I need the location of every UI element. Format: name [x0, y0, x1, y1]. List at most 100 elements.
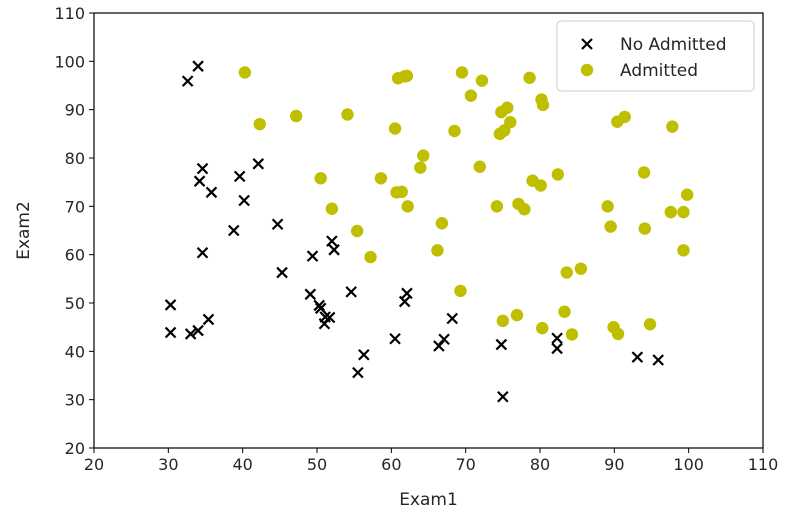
no-admitted-point	[345, 286, 357, 298]
admitted-point	[473, 160, 486, 173]
admitted-point	[490, 200, 504, 213]
y-tick-label: 110	[54, 4, 85, 23]
y-tick-label: 50	[65, 294, 85, 313]
x-tick-label: 40	[232, 455, 252, 474]
no-admitted-point	[323, 311, 336, 324]
plot-frame	[93, 12, 764, 449]
admitted-point	[364, 250, 377, 264]
admitted-point	[431, 244, 444, 257]
no-admitted-point	[352, 366, 364, 379]
no-admitted-point	[192, 324, 204, 337]
admitted-point	[401, 200, 414, 213]
admitted-point	[493, 127, 507, 141]
admitted-point	[677, 205, 690, 219]
no-admitted-point	[398, 295, 411, 308]
no-admitted-point	[433, 340, 445, 352]
admitted-point	[551, 168, 565, 181]
admitted-point	[601, 200, 614, 213]
admitted-point	[464, 89, 478, 102]
no-admitted-point	[205, 186, 218, 199]
admitted-point	[475, 74, 489, 87]
no-admitted-point	[358, 348, 370, 361]
axis-ticks: 20 30 40 50 60 70 80 90 100 110 20 30 40 50 60 70 80 90 10…	[54, 4, 778, 474]
no-admitted-point	[495, 338, 508, 351]
legend-marker-admitted	[580, 63, 594, 77]
admitted-point	[518, 203, 531, 216]
no-admitted-point	[276, 266, 288, 279]
no-admitted-point	[193, 175, 206, 187]
admitted-point	[574, 262, 588, 275]
no-admitted-point	[181, 75, 194, 87]
admitted-point	[618, 110, 631, 124]
no-admitted-point	[631, 351, 644, 363]
no-admitted-point	[314, 302, 327, 315]
admitted-point	[666, 120, 679, 133]
admitted-point	[534, 179, 547, 192]
admitted-point	[414, 161, 427, 174]
no-admitted-point	[252, 158, 265, 170]
no-admitted-point	[652, 354, 664, 366]
no-admitted-point	[401, 287, 413, 300]
admitted-point	[637, 166, 651, 179]
legend-x-marker	[581, 38, 593, 50]
admitted-point	[677, 244, 690, 257]
admitted-point	[510, 308, 524, 322]
no-admitted-point	[164, 326, 177, 339]
no-admitted-point	[202, 313, 215, 326]
admitted-point	[501, 101, 514, 114]
admitted-point	[253, 117, 266, 131]
admitted-point	[504, 116, 517, 129]
y-axis-label: Exam2	[14, 201, 34, 260]
x-tick-label: 100	[673, 455, 704, 474]
no-admitted-point	[164, 299, 177, 311]
admitted-point	[611, 327, 625, 341]
no-admitted-point	[227, 224, 240, 237]
y-tick-label: 70	[65, 197, 85, 216]
no-admitted-point	[326, 235, 338, 247]
no-admitted-point	[497, 390, 509, 403]
admitted-point	[341, 108, 354, 121]
x-tick-label: 20	[84, 455, 104, 474]
no-admitted-point	[551, 342, 563, 355]
admitted-point	[454, 284, 467, 298]
admitted-point	[435, 217, 449, 230]
admitted-point	[238, 66, 252, 79]
admitted-point	[643, 318, 657, 331]
admitted-point	[289, 109, 303, 123]
x-tick-label: 80	[530, 455, 550, 474]
no-admitted-point	[306, 250, 319, 262]
legend-marker-no-admitted	[581, 38, 593, 50]
y-tick-label: 20	[65, 439, 85, 458]
x-axis-label: Exam1	[399, 490, 458, 510]
admitted-point	[400, 69, 414, 83]
admitted-point	[417, 149, 430, 162]
no-admitted-point	[271, 218, 284, 230]
x-tick-label: 60	[381, 455, 401, 474]
admitted-point	[496, 314, 510, 328]
y-tick-label: 80	[65, 149, 85, 168]
admitted-point	[523, 71, 536, 84]
admitted-point	[325, 202, 339, 215]
no-admitted-point	[196, 246, 209, 259]
no-admitted-point	[389, 332, 401, 345]
admitted-point	[314, 172, 327, 185]
admitted-point	[536, 321, 549, 335]
admitted-point	[680, 188, 694, 201]
y-tick-label: 100	[54, 52, 85, 71]
no-admitted-point	[238, 194, 250, 207]
admitted-point	[395, 185, 408, 199]
no-admitted-point	[233, 170, 246, 183]
admitted-point	[638, 222, 652, 235]
no-admitted-point	[184, 328, 197, 340]
admitted-point	[448, 124, 461, 138]
no-admitted-point	[196, 162, 209, 175]
no-admitted-point	[328, 244, 340, 256]
x-tick-label: 70	[455, 455, 475, 474]
legend-circle-marker	[580, 63, 594, 77]
no-admitted-point	[438, 333, 450, 346]
admitted-point	[455, 66, 469, 79]
legend-label-no-admitted: No Admitted	[620, 35, 727, 55]
y-tick-label: 60	[65, 246, 85, 265]
x-tick-label: 50	[307, 455, 327, 474]
